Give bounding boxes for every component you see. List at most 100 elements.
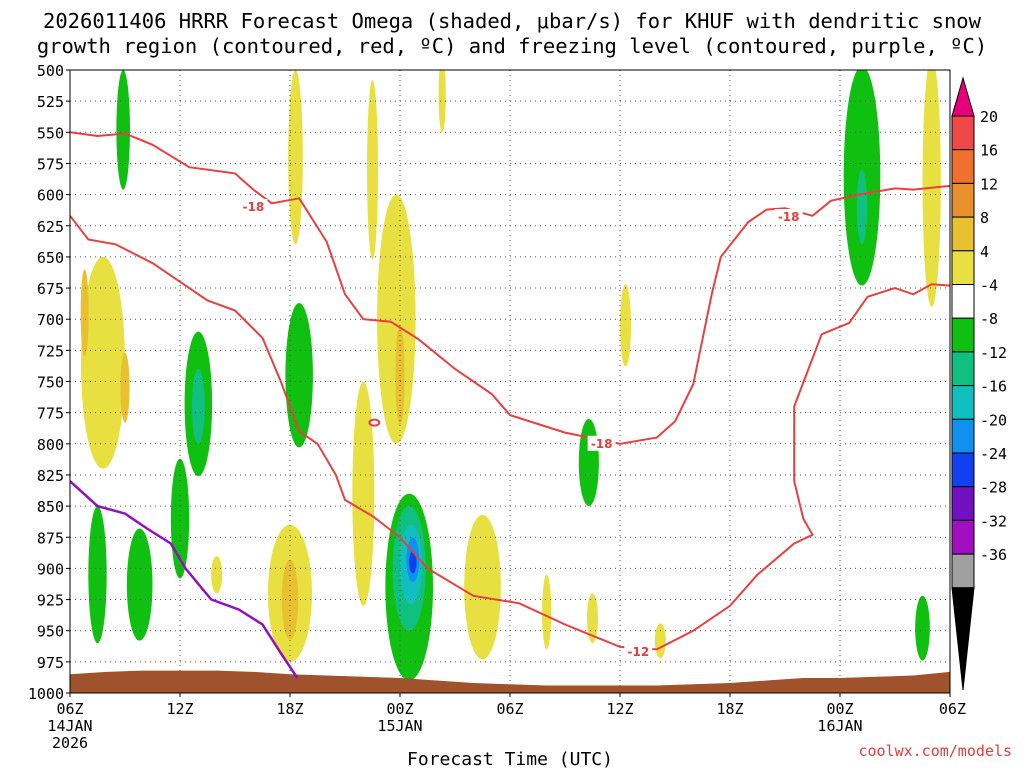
contour-labels: -18 -18 -18 -12 [239,199,803,659]
contour-label-bg-1 [774,209,803,225]
colorbar-label-5: -4 [980,277,998,295]
y-tick-label-600: 600 [37,187,64,205]
omega-blob-15 [377,194,416,444]
omega-blob-9 [915,595,930,661]
y-tick-label-975: 975 [37,654,64,672]
colorbar-segment-10 [951,452,975,488]
y-tick-label-550: 550 [37,124,64,142]
colorbar-segment-9 [951,418,975,454]
omega-blob-33 [409,550,417,574]
colorbar-segment-7 [951,351,975,387]
x-axis-label: Forecast Time (UTC) [407,749,613,768]
colorbar-segment-8 [951,385,975,420]
omega-blob-14 [352,381,375,606]
y-tick-label-500: 500 [37,62,64,80]
contour-label-2: -18 [591,437,613,451]
colorbar-segment-3 [951,216,975,252]
omega-blob-18 [542,574,552,650]
x-tick-label-1: 12Z [166,700,193,718]
colorbar-segment-1 [951,149,975,184]
y-tick-label-825: 825 [37,467,64,485]
colorbar-segment-0 [951,115,975,151]
x-tick-label-3: 00Z [386,700,413,718]
colorbar-label-8: -16 [980,378,1007,396]
colorbar-segment-11 [951,486,975,521]
omega-blob-2 [170,458,190,579]
colorbar-label-9: -20 [980,411,1007,429]
omega-blob-17 [211,555,223,594]
contour-label-bg-2 [587,435,616,451]
x-tick-label-4: 06Z [496,700,523,718]
omega-blob-26 [856,169,868,245]
y-tick-label-850: 850 [37,498,64,516]
grid-lines [70,70,950,693]
isotherm-minus18 [70,131,950,445]
colorbar-label-0: 20 [980,108,998,126]
colorbar-label-6: -8 [980,310,998,328]
x-date-label-7: 16JAN [817,717,862,735]
omega-blob-0 [116,70,130,190]
y-tick-label-925: 925 [37,592,64,610]
terrain-area [70,670,950,693]
y-tick-label-750: 750 [37,374,64,392]
colorbar-segment-12 [951,519,975,555]
y-tick-label-675: 675 [37,280,64,298]
plot-area: -18 -18 -18 -12 [69,69,951,694]
colorbar-label-13: -36 [980,546,1007,564]
x-tick-label-0: 06Z [56,700,83,718]
x-tick-label-2: 18Z [276,700,303,718]
colorbar-segment-4 [951,250,975,286]
terrain-fill [70,670,950,693]
omega-blob-21 [654,623,666,659]
y-tick-label-900: 900 [37,560,64,578]
y-tick-label-775: 775 [37,405,64,423]
colorbar-label-3: 8 [980,209,989,227]
y-tick-label-875: 875 [37,529,64,547]
y-tick-label-700: 700 [37,311,64,329]
y-tick-label-650: 650 [37,249,64,267]
contour-label-bg-3 [624,643,653,659]
omega-blob-22 [922,70,941,307]
colorbar-label-11: -28 [980,479,1007,497]
y-tick-label-575: 575 [37,155,64,173]
y-tick-label-1000: 1000 [28,685,64,703]
contours [70,131,950,679]
y-tick-label-625: 625 [37,218,64,236]
x-date-label-0: 14JAN [47,717,92,735]
freezing-level-line [70,480,299,679]
colorbar-label-4: 4 [980,243,989,261]
x-date-label-3: 15JAN [377,717,422,735]
contour-label-1: -18 [778,210,800,224]
omega-blob-29 [120,352,130,423]
watermark: coolwx.com/models [858,742,1012,760]
y-axis: 500 525 550 575 600 625 650 675 700 725 750 775 800 8… [28,62,70,703]
x-tick-label-8: 06Z [939,700,966,718]
x-tick-label-5: 12Z [606,700,633,718]
colorbar-segment-13 [951,553,975,589]
omega-blob-13 [367,79,378,260]
colorbar: 20 16 12 8 4 -4 -8 -12 -16 -20 -24 -28 -32 -36 [951,76,1007,691]
omega-blob-4 [126,528,153,641]
isotherm-minus12 [70,215,950,651]
y-tick-label-525: 525 [37,93,64,111]
omega-blob-7 [578,418,599,507]
x-year-label-0: 2026 [52,734,88,752]
omega-blob-3 [88,506,107,644]
omega-blob-10 [81,256,125,469]
colorbar-segment-6 [951,317,975,353]
colorbar-segment-5 [951,284,975,319]
y-tick-label-800: 800 [37,436,64,454]
colorbar-segment-2 [951,182,975,218]
colorbar-label-2: 12 [980,175,998,193]
colorbar-bottom-arrow [951,587,975,691]
chart-title-line1: 2026011406 HRRR Forecast Omega (shaded, … [43,9,982,33]
y-tick-label-725: 725 [37,342,64,360]
x-tick-label-7: 00Z [826,700,853,718]
colorbar-label-7: -12 [980,344,1007,362]
colorbar-label-12: -32 [980,512,1007,530]
isotherm-small-ring [368,418,381,427]
omega-blob-12 [288,70,303,245]
omega-blob-23 [438,70,446,133]
contour-label-0: -18 [242,200,264,214]
